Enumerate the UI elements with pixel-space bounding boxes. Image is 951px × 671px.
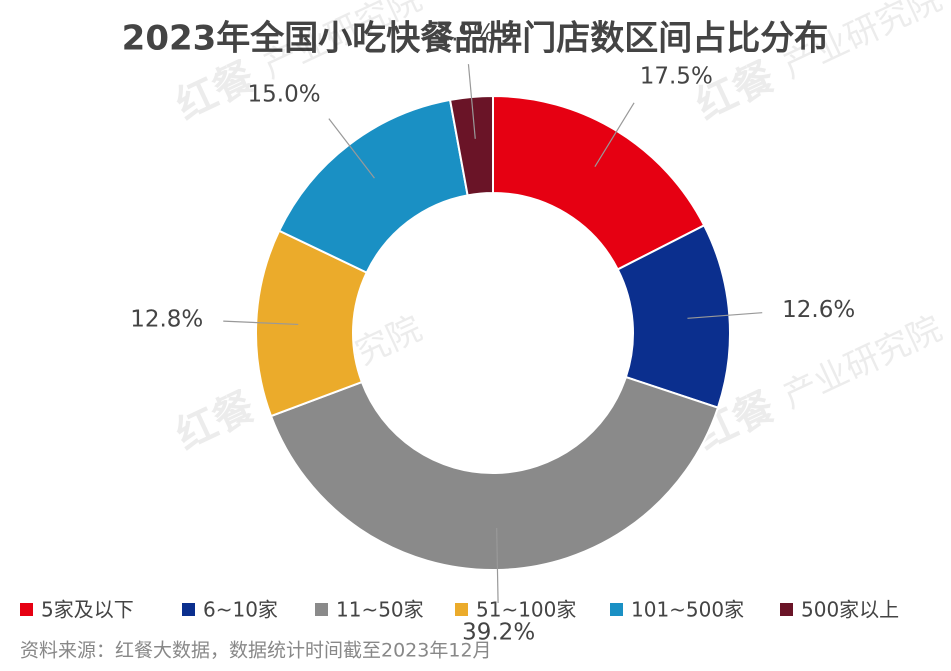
leader-line <box>328 118 375 179</box>
data-label: 2.9% <box>436 21 494 47</box>
watermark-text: 产业研究院 <box>777 0 948 87</box>
watermark-text: 红餐 <box>169 384 261 459</box>
watermark-text: 产业研究院 <box>777 309 948 417</box>
leader-line <box>467 64 476 139</box>
leader-line <box>223 320 299 326</box>
legend-label: 5家及以下 <box>41 598 134 622</box>
source-note: 资料来源：红餐大数据，数据统计时间截至2023年12月 <box>20 640 492 662</box>
chart-title: 2023年全国小吃快餐品牌门店数区间占比分布 <box>122 19 829 59</box>
data-label: 39.2% <box>462 619 535 645</box>
legend-swatch <box>780 603 793 616</box>
legend-swatch <box>455 603 468 616</box>
data-label: 17.5% <box>640 64 713 90</box>
leader-line <box>687 312 763 319</box>
legend-label: 500家以上 <box>801 598 899 622</box>
data-label: 15.0% <box>248 81 321 107</box>
data-label: 12.6% <box>782 297 855 323</box>
legend-label: 51~100家 <box>476 598 576 622</box>
legend-swatch <box>315 603 328 616</box>
legend-label: 101~500家 <box>631 598 744 622</box>
pie-slice <box>269 375 720 571</box>
legend-label: 6~10家 <box>203 598 278 622</box>
legend-swatch <box>182 603 195 616</box>
leader-line <box>496 527 499 603</box>
legend-label: 11~50家 <box>336 598 424 622</box>
pie-slice <box>448 94 494 197</box>
data-label: 12.8% <box>130 306 203 332</box>
leader-line <box>594 102 635 168</box>
legend-swatch <box>20 603 33 616</box>
pie-slice <box>492 94 706 271</box>
legend-swatch <box>610 603 623 616</box>
